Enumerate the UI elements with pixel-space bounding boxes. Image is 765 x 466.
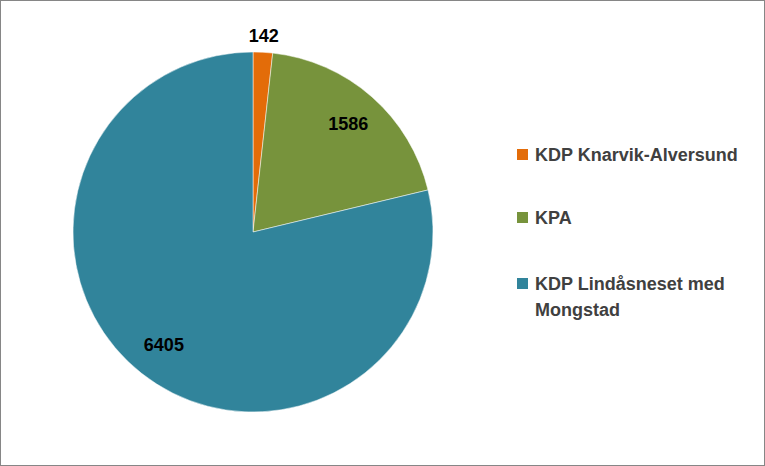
legend-label-line: KDP Knarvik-Alversund <box>535 145 738 165</box>
legend-label: KDP Lindåsneset med Mongstad <box>535 274 725 320</box>
data-labels: 142 1586 6405 <box>144 26 368 355</box>
pie-slice <box>73 52 433 412</box>
data-label: 6405 <box>144 335 184 355</box>
legend-label-line: Mongstad <box>535 300 620 320</box>
data-label: 142 <box>249 26 279 46</box>
legend-label: KDP Knarvik-Alversund <box>535 145 738 165</box>
legend-swatch <box>517 278 528 289</box>
legend: KDP Knarvik-Alversund KPA KDP Lindåsneset … <box>517 145 738 320</box>
legend-label-line: KDP Lindåsneset med <box>535 274 725 294</box>
legend-swatch <box>517 149 528 160</box>
legend-label-line: KPA <box>535 208 572 228</box>
chart: 142 1586 6405 KDP Knarvik-Alversund KPA KDP L… <box>0 0 765 466</box>
pie <box>73 52 433 412</box>
frame <box>1 1 765 466</box>
legend-label: KPA <box>535 208 572 228</box>
data-label: 1586 <box>328 114 368 134</box>
legend-swatch <box>517 212 528 223</box>
